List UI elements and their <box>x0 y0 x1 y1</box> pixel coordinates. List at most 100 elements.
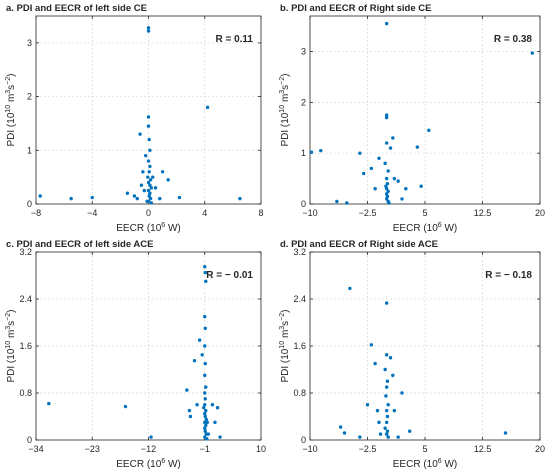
data-point <box>427 128 431 133</box>
data-point <box>141 170 145 174</box>
y-tick-label: 1 <box>301 148 306 158</box>
data-point <box>148 178 153 182</box>
data-point <box>123 404 128 409</box>
data-point <box>205 105 210 110</box>
data-point <box>384 385 389 389</box>
y-tick-label: 0.8 <box>293 388 306 398</box>
data-point <box>386 403 390 407</box>
x-tick-label: 4 <box>202 208 207 218</box>
y-tick-label: 3.2 <box>19 247 32 257</box>
data-point <box>203 373 207 378</box>
x-tick-label: 10 <box>256 444 266 454</box>
correlation-label: R = 0.38 <box>494 34 533 45</box>
x-tick-label: −34 <box>28 444 43 454</box>
data-point <box>47 401 51 406</box>
data-point <box>153 186 158 190</box>
data-point <box>203 414 207 419</box>
data-point <box>138 132 142 136</box>
data-point <box>149 201 154 205</box>
data-point <box>203 403 207 407</box>
data-point <box>203 264 207 269</box>
data-point <box>206 432 211 436</box>
y-axis-label: PDI (1010 m3s−2) <box>5 309 17 382</box>
data-point <box>149 186 154 190</box>
data-point <box>377 420 381 425</box>
data-point <box>419 184 423 188</box>
y-tick-label: 3.2 <box>293 247 306 257</box>
data-point <box>385 429 390 433</box>
data-point <box>319 148 323 153</box>
x-tick-label: −10 <box>302 208 317 218</box>
data-point <box>369 166 374 171</box>
data-point <box>210 403 215 407</box>
data-point <box>384 197 389 201</box>
x-axis-label: EECR (106 W) <box>116 222 180 234</box>
data-point <box>384 187 389 191</box>
data-point <box>192 358 197 363</box>
correlation-label: R = − 0.01 <box>206 270 253 281</box>
data-point <box>503 431 508 435</box>
data-point <box>309 150 314 154</box>
data-point <box>69 196 73 201</box>
data-point <box>385 181 390 186</box>
data-point <box>38 194 42 198</box>
data-point <box>202 405 206 410</box>
data-point <box>149 435 153 439</box>
data-point <box>204 385 208 389</box>
data-point <box>384 141 389 145</box>
data-point <box>400 197 404 201</box>
data-point <box>338 425 343 429</box>
data-point <box>361 171 366 176</box>
data-point <box>386 189 390 193</box>
data-point <box>158 196 162 201</box>
data-point <box>203 426 207 430</box>
data-point <box>177 195 182 200</box>
y-tick-label: 2 <box>301 97 306 107</box>
data-point <box>148 191 152 195</box>
panel-b: −10 −2.5 5 12.5 20 0 1 2 3 b. PDI and EECR of Rig… <box>279 3 545 234</box>
data-point <box>203 270 207 275</box>
data-point <box>215 405 220 410</box>
data-point <box>375 408 380 413</box>
data-point <box>365 403 370 407</box>
data-point <box>415 145 420 149</box>
data-point <box>391 136 395 140</box>
data-point <box>335 199 339 204</box>
y-tick-label: 2 <box>27 92 32 102</box>
data-point <box>203 397 207 401</box>
panel-c: −34 −23 −12 −1 10 0 0.8 1.6 2.4 3.2c. PDI and EEC… <box>5 239 266 470</box>
data-point <box>148 164 152 169</box>
x-tick-label: −2.5 <box>359 444 377 454</box>
y-axis-label: PDI (1010 m3s−2) <box>5 73 17 146</box>
data-point <box>396 179 400 183</box>
data-point <box>200 353 204 357</box>
data-point <box>404 187 408 191</box>
data-point <box>147 137 151 142</box>
data-point <box>383 161 387 166</box>
data-point <box>385 414 390 419</box>
data-point <box>147 170 151 174</box>
data-point <box>139 183 144 187</box>
data-point <box>160 170 165 174</box>
x-tick-label: 12.5 <box>474 208 492 218</box>
panel-title: d. PDI and EECR of Right side ACE <box>280 239 438 250</box>
data-point <box>383 426 387 430</box>
data-point <box>203 429 207 433</box>
data-point <box>386 169 390 173</box>
y-axis-label: PDI (1010 m3s−2) <box>279 309 291 382</box>
x-tick-label: 20 <box>535 444 545 454</box>
x-tick-label: −23 <box>85 444 100 454</box>
data-point <box>203 420 207 425</box>
data-point <box>146 26 151 30</box>
data-point <box>384 420 389 425</box>
data-point <box>205 437 209 441</box>
y-tick-label: 2.4 <box>293 294 306 304</box>
x-tick-label: 5 <box>422 444 427 454</box>
y-tick-label: 2.4 <box>19 294 32 304</box>
data-point <box>400 391 404 395</box>
data-point <box>383 367 387 372</box>
data-point <box>148 196 153 201</box>
x-tick-label: −2.5 <box>359 208 377 218</box>
data-point <box>142 188 146 193</box>
data-point <box>143 153 148 158</box>
